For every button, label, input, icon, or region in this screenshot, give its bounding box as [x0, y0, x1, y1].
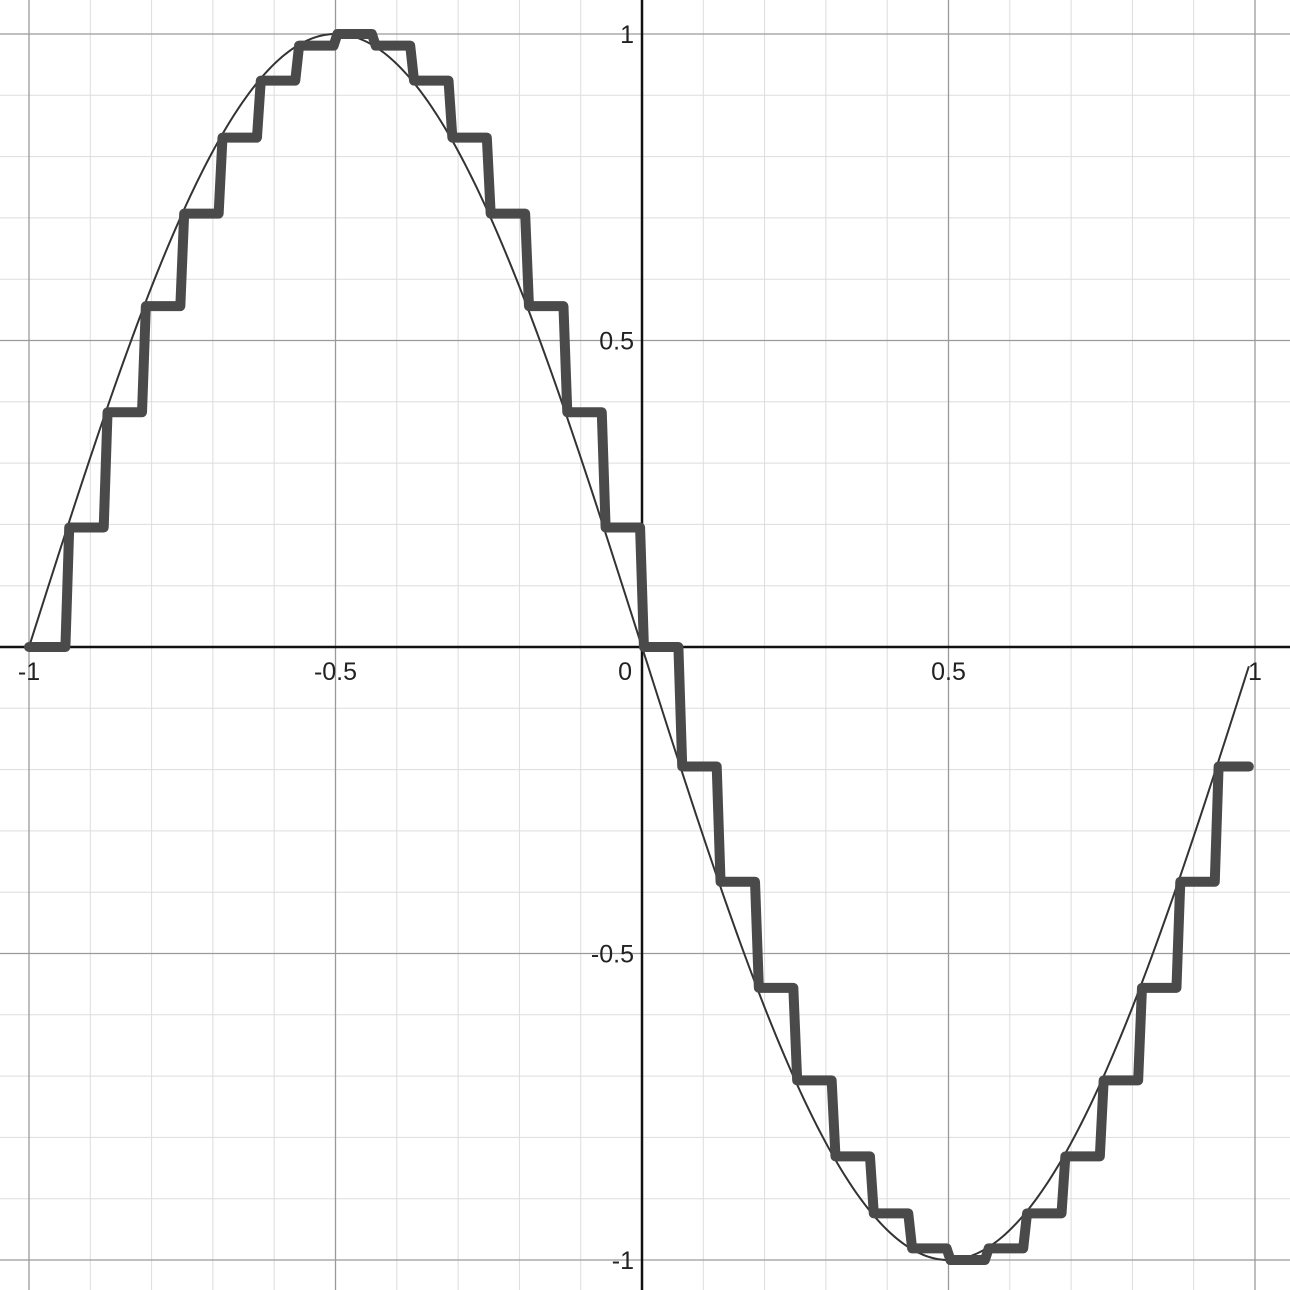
y-tick-label: 1 — [620, 21, 634, 49]
y-tick-label: -0.5 — [591, 941, 634, 969]
x-tick-label: 0.5 — [931, 658, 966, 686]
y-tick-label: 0.5 — [599, 328, 634, 356]
x-tick-label: -1 — [18, 658, 40, 686]
tick-labels: -1 -0.5 0 0.5 1 1 0.5 -0.5 -1 — [18, 21, 1262, 1275]
y-tick-label: -1 — [612, 1247, 634, 1275]
x-tick-label: 0 — [618, 658, 632, 686]
series-layer — [24, 29, 1254, 1265]
x-tick-label: -0.5 — [314, 658, 357, 686]
step-series — [24, 29, 1254, 1265]
x-tick-label: 1 — [1248, 658, 1262, 686]
